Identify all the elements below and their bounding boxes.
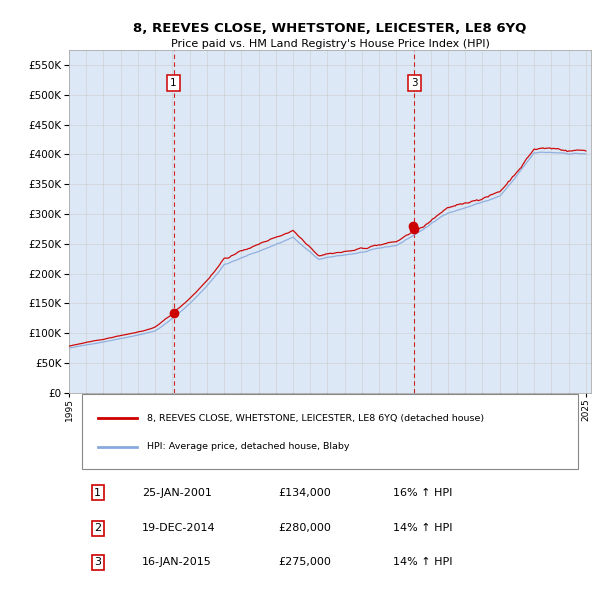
- FancyBboxPatch shape: [82, 394, 578, 469]
- Text: £134,000: £134,000: [278, 488, 331, 497]
- Text: 1: 1: [94, 488, 101, 497]
- Text: 16-JAN-2015: 16-JAN-2015: [142, 558, 212, 568]
- Text: £280,000: £280,000: [278, 523, 331, 533]
- Text: 8, REEVES CLOSE, WHETSTONE, LEICESTER, LE8 6YQ (detached house): 8, REEVES CLOSE, WHETSTONE, LEICESTER, L…: [148, 414, 484, 423]
- Text: 3: 3: [411, 78, 418, 88]
- Text: 1: 1: [170, 78, 177, 88]
- Text: 8, REEVES CLOSE, WHETSTONE, LEICESTER, LE8 6YQ: 8, REEVES CLOSE, WHETSTONE, LEICESTER, L…: [133, 22, 527, 35]
- Text: £275,000: £275,000: [278, 558, 331, 568]
- Text: HPI: Average price, detached house, Blaby: HPI: Average price, detached house, Blab…: [148, 442, 350, 451]
- Text: 19-DEC-2014: 19-DEC-2014: [142, 523, 216, 533]
- Text: Price paid vs. HM Land Registry's House Price Index (HPI): Price paid vs. HM Land Registry's House …: [170, 39, 490, 49]
- Text: 16% ↑ HPI: 16% ↑ HPI: [392, 488, 452, 497]
- Text: 2: 2: [94, 523, 101, 533]
- Text: 25-JAN-2001: 25-JAN-2001: [142, 488, 212, 497]
- Text: 14% ↑ HPI: 14% ↑ HPI: [392, 558, 452, 568]
- Text: 3: 3: [94, 558, 101, 568]
- Text: 14% ↑ HPI: 14% ↑ HPI: [392, 523, 452, 533]
